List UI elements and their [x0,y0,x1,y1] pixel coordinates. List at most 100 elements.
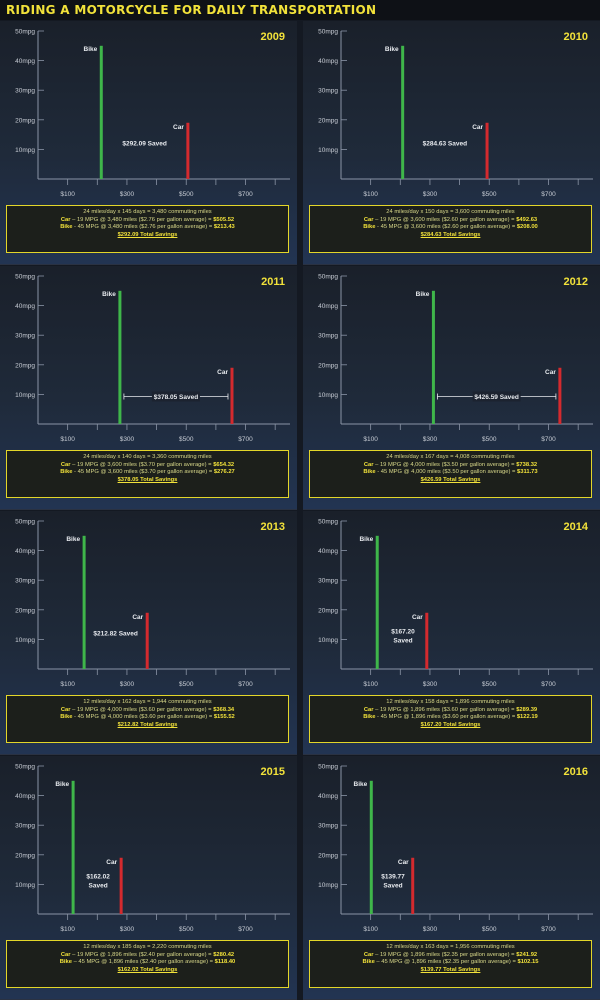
summary-car-value: $289.39 [516,706,538,713]
car-bar [186,122,190,179]
x-tick-label: $500 [179,436,194,443]
y-tick-label: 20mpg [15,117,35,124]
summary-car-value: $505.52 [213,216,235,223]
summary-car-value: $280.42 [213,951,235,958]
y-tick-label: 50mpg [318,29,338,36]
page-title: RIDING A MOTORCYCLE FOR DAILY TRANSPORTA… [6,3,377,17]
y-tick-label: 50mpg [15,29,35,36]
x-tick-label: $100 [363,926,378,933]
x-tick-label: $300 [423,926,438,933]
savings-label: $162.02 Saved [86,873,110,889]
x-tick-label: $100 [60,436,75,443]
y-tick-label: 50mpg [15,764,35,771]
mpg-cost-chart: 10mpg 20mpg 30mpg 40mpg 50mpg $100 $300 $500 $70… [318,519,593,688]
x-tick-label: $100 [60,191,75,198]
y-tick-label: 20mpg [15,362,35,369]
y-tick-label: 40mpg [318,303,338,310]
x-tick-label: $300 [423,436,438,443]
summary-car-text: – 19 MPG @ 3,600 miles ($2.60 per gallon… [373,216,517,223]
car-bar [145,612,149,669]
summary-car-line: Car – 19 MPG @ 1,896 miles ($3.60 per ga… [310,707,591,715]
summary-bike-text: - 45 MPG @ 1,896 miles ($3.60 per gallon… [375,714,517,721]
summary-car-text: – 19 MPG @ 1,896 miles ($2.35 per gallon… [373,951,517,958]
bike-bar [369,780,373,914]
summary-bike-value: $276.27 [213,469,235,476]
savings-label: $212.82 Saved [93,630,137,637]
x-tick-label: $700 [238,681,253,688]
x-tick-label: $700 [238,926,253,933]
savings-summary: 24 miles/day x 167 days = 4,008 commutin… [309,450,592,498]
x-tick-label: $300 [120,926,135,933]
summary-car-value: $654.32 [213,461,235,468]
x-tick-label: $300 [423,191,438,198]
savings-summary: 12 miles/day x 162 days = 1,944 commutin… [6,695,289,743]
summary-total: $426.59 Total Savings [420,476,481,483]
savings-summary: 12 miles/day x 185 days = 2,220 commutin… [6,940,289,988]
summary-car-text: – 19 MPG @ 1,896 miles ($3.60 per gallon… [373,706,517,713]
x-tick-label: $700 [541,681,556,688]
bike-label: Bike [385,46,399,53]
x-tick-label: $100 [363,191,378,198]
summary-bike-label: Bike [59,959,72,966]
summary-bike-line: Bike – 45 MPG @ 1,896 miles ($2.40 per g… [7,959,288,967]
x-tick-label: $700 [238,191,253,198]
summary-bike-text: - 45 MPG @ 4,000 miles ($3.50 per gallon… [375,469,517,476]
car-label: Car [472,124,483,131]
summary-car-label: Car [363,461,374,468]
car-label: Car [132,614,143,621]
car-label: Car [412,614,423,621]
x-tick-label: $500 [482,191,497,198]
summary-total: $162.02 Total Savings [117,966,178,973]
summary-bike-text: - 45 MPG @ 3,480 miles ($2.76 per gallon… [72,224,214,231]
bike-bar [375,535,379,669]
x-tick-label: $300 [423,681,438,688]
summary-bike-text: – 45 MPG @ 1,896 miles ($2.40 per gallon… [71,959,215,966]
y-tick-label: 40mpg [15,548,35,555]
y-tick-label: 10mpg [15,882,35,889]
y-tick-label: 30mpg [15,578,35,585]
summary-car-label: Car [60,706,71,713]
y-tick-label: 20mpg [318,852,338,859]
savings-label-bg [151,391,200,402]
summary-car-label: Car [363,706,374,713]
y-tick-label: 10mpg [318,637,338,644]
summary-total: $167.20 Total Savings [420,721,481,728]
bike-bar [82,535,86,669]
summary-bike-label: Bike [60,224,73,231]
x-tick-label: $500 [179,926,194,933]
summary-bike-text: - 45 MPG @ 3,600 miles ($3.70 per gallon… [72,469,214,476]
y-tick-label: 20mpg [318,117,338,124]
mpg-cost-chart: 10mpg 20mpg 30mpg 40mpg 50mpg $100 $300 $500 $70… [318,29,593,198]
summary-bike-value: $311.73 [517,469,538,476]
page-header: RIDING A MOTORCYCLE FOR DAILY TRANSPORTA… [0,0,600,20]
y-tick-label: 10mpg [318,147,338,154]
y-tick-label: 40mpg [15,58,35,65]
summary-car-label: Car [363,216,374,223]
summary-bike-value: $208.00 [516,224,538,231]
y-tick-label: 50mpg [318,519,338,526]
summary-car-line: Car – 19 MPG @ 1,896 miles ($2.40 per ga… [7,952,288,960]
chart-panel-2010: 10mpg 20mpg 30mpg 40mpg 50mpg $100 $300 $500 $70… [303,21,600,265]
mpg-cost-chart: 10mpg 20mpg 30mpg 40mpg 50mpg $100 $300 $500 $70… [15,519,290,688]
car-label: Car [106,859,117,866]
bike-bar [99,45,103,179]
summary-car-label: Car [60,216,71,223]
savings-label: $167.20 Saved [391,628,415,644]
summary-bike-line: Bike - 45 MPG @ 4,000 miles ($3.50 per g… [310,469,591,477]
y-tick-label: 40mpg [318,548,338,555]
bike-bar [71,780,75,914]
summary-bike-value: $102.15 [517,959,539,966]
y-tick-label: 40mpg [318,793,338,800]
y-tick-label: 30mpg [318,823,338,830]
car-bar [230,367,234,424]
summary-car-text: – 19 MPG @ 4,000 miles ($3.50 per gallon… [373,461,517,468]
y-tick-label: 10mpg [15,637,35,644]
y-tick-label: 30mpg [15,823,35,830]
savings-summary: 12 miles/day x 163 days = 1,956 commutin… [309,940,592,988]
bike-label: Bike [102,291,116,298]
summary-miles: 12 miles/day x 162 days = 1,944 commutin… [83,699,212,705]
car-label: Car [545,369,556,376]
y-tick-label: 40mpg [318,58,338,65]
summary-miles: 12 miles/day x 163 days = 1,956 commutin… [386,944,515,950]
summary-bike-line: Bike - 45 MPG @ 4,000 miles ($3.60 per g… [7,714,288,722]
